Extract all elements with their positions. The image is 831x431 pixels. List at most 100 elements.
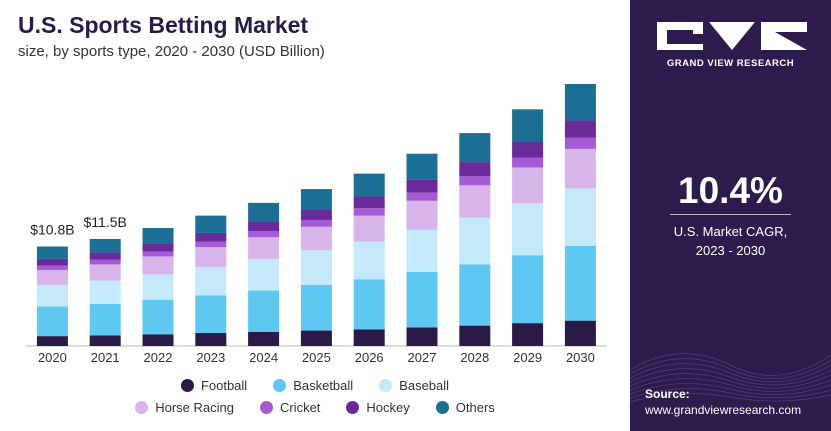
bar-segment-football-2027	[406, 327, 438, 346]
legend-item-baseball: Baseball	[379, 378, 449, 393]
bar-segment-horse-racing-2021	[89, 264, 121, 281]
cagr-label-line1: U.S. Market CAGR,	[673, 224, 788, 239]
bar-segment-horse-racing-2022	[142, 256, 174, 275]
bar-segment-football-2023	[195, 333, 227, 346]
logo-icon	[657, 22, 807, 50]
bar-segment-hockey-2027	[406, 179, 438, 193]
legend-label: Basketball	[293, 377, 354, 393]
x-tick-label: 2027	[408, 350, 437, 365]
legend-item-hockey: Hockey	[346, 399, 410, 415]
bar-segment-cricket-2026	[353, 208, 385, 216]
legend-item-others: Others	[435, 400, 495, 415]
source-label: Source:	[645, 387, 690, 401]
bar-segment-others-2022	[142, 227, 174, 244]
x-tick-label: 2020	[38, 350, 67, 365]
bar-segment-football-2028	[459, 325, 491, 346]
bar-segment-hockey-2021	[89, 252, 121, 260]
bar-segment-baseball-2025	[300, 250, 332, 285]
chart-title: U.S. Sports Betting Market	[18, 12, 309, 38]
bar-segment-basketball-2021	[89, 303, 121, 336]
bar-segment-hockey-2025	[300, 209, 332, 220]
bar-segment-cricket-2025	[300, 219, 332, 227]
chart-legend: Football Basketball Baseball Horse Racing Cr…	[0, 374, 630, 418]
bar-segment-cricket-2021	[89, 259, 121, 265]
bar-segment-basketball-2026	[353, 279, 385, 330]
info-panel: GRAND VIEW RESEARCH 10.4% U.S. Market CA…	[630, 0, 831, 431]
legend-swatch	[135, 400, 149, 414]
bar-segment-others-2029	[512, 109, 544, 142]
legend-swatch	[346, 400, 360, 414]
bar-segment-baseball-2030	[564, 188, 596, 246]
bar-segment-basketball-2023	[195, 295, 227, 334]
x-tick-label: 2025	[302, 350, 331, 365]
bar-segment-cricket-2027	[406, 192, 438, 201]
bar-segment-horse-racing-2027	[406, 200, 438, 230]
bar-segment-baseball-2022	[142, 274, 174, 300]
legend-swatch	[435, 400, 449, 414]
bar-segment-football-2022	[142, 334, 174, 346]
bar-segment-basketball-2027	[406, 271, 438, 328]
wave-decoration	[630, 353, 831, 403]
bar-segment-baseball-2024	[248, 258, 280, 291]
bar-segment-baseball-2027	[406, 229, 438, 272]
bar-segment-horse-racing-2028	[459, 185, 491, 218]
brand-logo: GRAND VIEW RESEARCH	[630, 20, 831, 80]
bar-segment-hockey-2022	[142, 243, 174, 252]
x-tick-label: 2023	[196, 350, 225, 365]
bar-segment-hockey-2026	[353, 196, 385, 209]
bar-segment-hockey-2024	[248, 221, 280, 232]
legend-label: Hockey	[366, 399, 410, 415]
cagr-divider	[670, 214, 791, 215]
bar-segment-cricket-2023	[195, 241, 227, 248]
stacked-bar-chart: 2020 2021 2022 2023 2024 2025 2026 2027 2028 2029…	[26, 84, 607, 365]
legend-label: Baseball	[399, 377, 450, 393]
bar-segment-horse-racing-2020	[36, 269, 68, 285]
legend-swatch	[259, 400, 273, 414]
bar-segment-football-2025	[300, 330, 332, 346]
bar-segment-baseball-2021	[89, 280, 121, 304]
legend-swatch	[273, 378, 287, 392]
bar-segment-basketball-2028	[459, 264, 491, 326]
bar-segment-baseball-2023	[195, 266, 227, 296]
source-url: www.grandviewresearch.com	[645, 403, 802, 417]
bar-segment-football-2030	[564, 320, 596, 346]
bar-segment-others-2024	[248, 202, 280, 222]
cagr-label: U.S. Market CAGR, 2023 - 2030	[630, 222, 831, 260]
chart-panel: U.S. Sports Betting Market size, by spor…	[0, 12, 630, 418]
bar-segment-others-2023	[195, 215, 227, 233]
bar-segment-football-2026	[353, 329, 385, 346]
bar-segment-cricket-2024	[248, 231, 280, 238]
bar-segment-others-2020	[36, 246, 68, 259]
bar-segment-basketball-2029	[512, 255, 544, 324]
data-label: $11.5B	[84, 214, 127, 230]
bar-segment-hockey-2029	[512, 141, 544, 158]
bar-segment-cricket-2029	[512, 157, 544, 168]
bar-segment-hockey-2030	[564, 120, 596, 138]
bar-segment-horse-racing-2024	[248, 237, 280, 259]
legend-label: Cricket	[279, 399, 321, 415]
bar-segment-others-2030	[564, 84, 596, 121]
x-tick-label: 2021	[91, 350, 120, 365]
legend-item-cricket: Cricket	[259, 399, 321, 415]
chart-subtitle: size, by sports type, 2020 - 2030 (USD B…	[18, 43, 325, 60]
data-label: $10.8B	[30, 222, 74, 238]
bar-segment-cricket-2020	[36, 265, 68, 270]
cagr-label-line2: 2023 - 2030	[695, 243, 766, 258]
bar-segment-cricket-2022	[142, 251, 174, 257]
legend-label: Football	[200, 377, 248, 393]
bar-segment-cricket-2030	[564, 137, 596, 149]
bar-segment-football-2029	[512, 323, 544, 346]
bar-segment-baseball-2026	[353, 241, 385, 280]
bar-segment-baseball-2028	[459, 217, 491, 265]
bar-segment-others-2026	[353, 173, 385, 197]
legend-item-football: Football	[180, 377, 248, 393]
bar-segment-basketball-2030	[564, 245, 596, 321]
x-tick-label: 2029	[513, 350, 542, 365]
bar-segment-others-2025	[300, 189, 332, 210]
bar-segment-football-2024	[248, 331, 280, 346]
x-tick-label: 2030	[566, 350, 595, 365]
x-tick-label: 2022	[144, 350, 173, 365]
bar-segment-baseball-2029	[512, 203, 544, 256]
legend-label: Horse Racing	[155, 399, 234, 415]
bar-segment-horse-racing-2029	[512, 167, 544, 204]
